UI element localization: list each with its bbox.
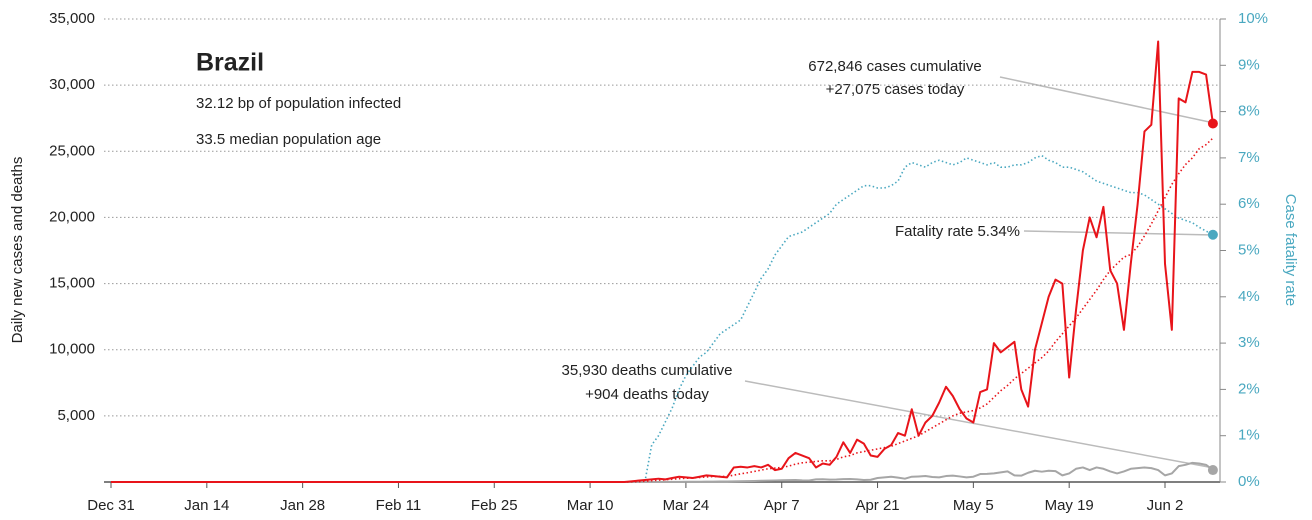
- annotation: 672,846 cases cumulative: [808, 58, 981, 75]
- y-tick-label: 25,000: [49, 142, 95, 159]
- y-tick-label: 5,000: [57, 407, 95, 424]
- x-tick-label: Apr 7: [764, 497, 800, 514]
- y2-tick-label: 3%: [1238, 334, 1260, 351]
- end-marker: [1207, 229, 1218, 240]
- annotation: +27,075 cases today: [826, 81, 965, 98]
- y2-tick-label: 4%: [1238, 288, 1260, 305]
- chart-title: Brazil: [196, 49, 264, 77]
- y-tick-label: 15,000: [49, 275, 95, 292]
- y-tick-label: 10,000: [49, 341, 95, 358]
- y-tick-label: 20,000: [49, 208, 95, 225]
- x-tick-label: Feb 11: [376, 497, 422, 514]
- y-axis-label: Daily new cases and deaths: [9, 157, 26, 344]
- x-tick-label: May 19: [1045, 497, 1094, 514]
- x-tick-label: Dec 31: [87, 497, 135, 514]
- y2-tick-label: 2%: [1238, 380, 1260, 397]
- y-tick-label: 30,000: [49, 76, 95, 93]
- annotation: +904 deaths today: [585, 386, 709, 403]
- y2-tick-label: 0%: [1238, 473, 1260, 490]
- y2-tick-label: 10%: [1238, 10, 1268, 27]
- y2-tick-label: 7%: [1238, 149, 1260, 166]
- series-line: [111, 137, 1214, 483]
- x-tick-label: Jan 28: [280, 497, 325, 514]
- series-line: [111, 40, 1214, 483]
- y2-tick-label: 6%: [1238, 195, 1260, 212]
- series-line: [644, 154, 1214, 483]
- x-tick-label: May 5: [953, 497, 994, 514]
- x-tick-label: Mar 10: [567, 497, 614, 514]
- subtitle: 33.5 median population age: [196, 131, 381, 148]
- x-tick-label: Apr 21: [855, 497, 899, 514]
- annotation-line: [1023, 230, 1215, 236]
- subtitle: 32.12 bp of population infected: [196, 95, 401, 112]
- y2-tick-label: 9%: [1238, 56, 1260, 73]
- x-tick-label: Mar 24: [663, 497, 710, 514]
- annotation: 35,930 deaths cumulative: [562, 362, 733, 379]
- end-marker: [1207, 465, 1218, 476]
- annotation-line: [744, 380, 1215, 469]
- y2-tick-label: 8%: [1238, 103, 1260, 120]
- annotation: Fatality rate 5.34%: [895, 223, 1020, 240]
- y2-tick-label: 5%: [1238, 241, 1260, 258]
- y-tick-label: 35,000: [49, 10, 95, 27]
- x-tick-label: Jan 14: [184, 497, 229, 514]
- x-tick-label: Feb 25: [471, 497, 518, 514]
- end-marker: [1207, 118, 1218, 129]
- y2-tick-label: 1%: [1238, 427, 1260, 444]
- x-tick-label: Jun 2: [1147, 497, 1184, 514]
- y2-axis-label: Case fatality rate: [1282, 194, 1299, 307]
